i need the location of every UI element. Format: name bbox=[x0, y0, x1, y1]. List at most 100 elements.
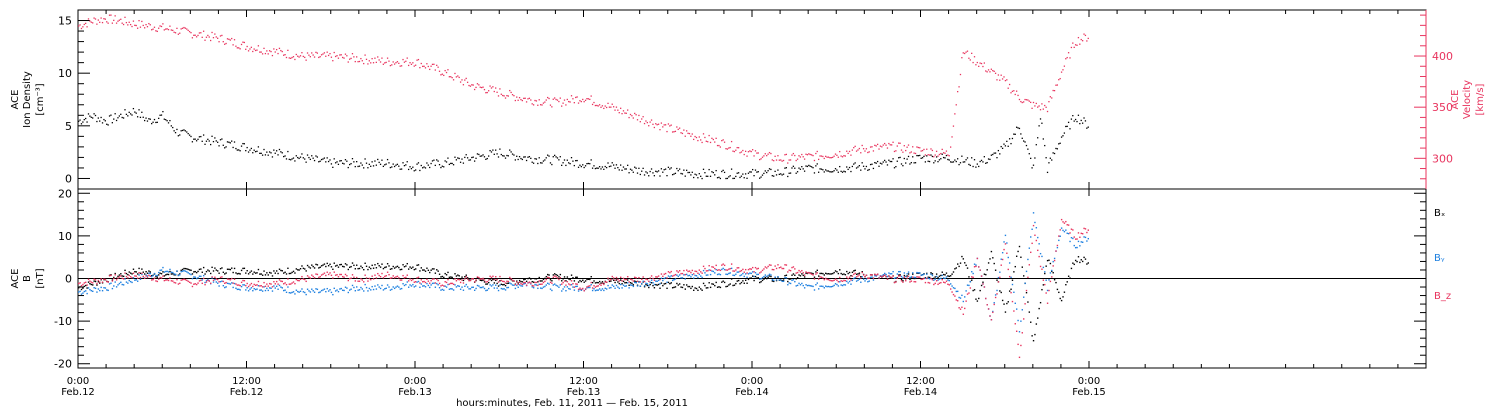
b-component-point bbox=[87, 278, 90, 281]
velocity-point bbox=[485, 92, 487, 94]
velocity-point bbox=[917, 146, 919, 149]
density-point bbox=[437, 160, 439, 162]
b-component-point bbox=[667, 271, 670, 273]
velocity-point bbox=[389, 64, 392, 67]
b-component-point bbox=[1079, 245, 1081, 247]
velocity-point bbox=[1032, 101, 1035, 104]
b-component-point bbox=[103, 278, 105, 280]
b-component-point bbox=[1031, 335, 1033, 337]
b-component-point bbox=[729, 272, 731, 274]
b-component-point bbox=[1056, 244, 1059, 247]
velocity-point bbox=[931, 149, 934, 152]
b-component-point bbox=[1027, 276, 1029, 279]
b-component-point bbox=[903, 272, 906, 274]
velocity-point bbox=[834, 153, 837, 155]
density-point bbox=[499, 148, 501, 150]
velocity-point bbox=[671, 131, 674, 133]
density-point bbox=[1044, 144, 1046, 147]
b-component-point bbox=[427, 269, 430, 272]
velocity-point bbox=[332, 60, 334, 62]
density-point bbox=[468, 159, 470, 161]
density-point bbox=[872, 167, 875, 170]
velocity-point bbox=[412, 62, 414, 64]
b-component-point bbox=[353, 276, 355, 278]
density-point bbox=[969, 164, 971, 167]
velocity-point bbox=[634, 112, 636, 115]
density-point bbox=[580, 165, 582, 168]
b-component-point bbox=[94, 280, 97, 283]
b-component-point bbox=[686, 284, 688, 286]
b-component-point bbox=[948, 284, 950, 286]
density-point bbox=[1014, 133, 1016, 135]
b-component-point bbox=[457, 274, 459, 276]
b-component-point bbox=[252, 289, 254, 292]
velocity-point bbox=[999, 79, 1001, 81]
b-component-point bbox=[454, 278, 456, 280]
velocity-point bbox=[483, 88, 486, 91]
b-component-point bbox=[99, 282, 101, 284]
density-point bbox=[750, 171, 752, 173]
b-component-point bbox=[817, 278, 820, 280]
b-component-point bbox=[1030, 236, 1032, 238]
velocity-point bbox=[492, 86, 494, 88]
b-component-point bbox=[431, 278, 434, 280]
b-component-point bbox=[815, 271, 817, 273]
b-component-point bbox=[1070, 267, 1073, 270]
density-point bbox=[528, 155, 531, 158]
velocity-point bbox=[728, 147, 730, 149]
velocity-point bbox=[580, 100, 582, 103]
b-component-point bbox=[565, 284, 567, 286]
density-point bbox=[250, 147, 253, 150]
b-component-point bbox=[558, 286, 560, 288]
velocity-point bbox=[245, 48, 247, 50]
b-component-point bbox=[878, 277, 880, 279]
b-component-point bbox=[834, 283, 837, 285]
b-component-point bbox=[556, 277, 559, 279]
b-component-point bbox=[229, 268, 232, 271]
density-point bbox=[787, 175, 789, 178]
density-point bbox=[666, 174, 668, 177]
b-component-point bbox=[721, 281, 723, 283]
velocity-point bbox=[1030, 101, 1032, 104]
b-component-point bbox=[420, 283, 423, 285]
b-component-point bbox=[1081, 241, 1084, 243]
b-component-point bbox=[1015, 308, 1018, 310]
velocity-point bbox=[1007, 87, 1009, 89]
density-point bbox=[796, 171, 799, 173]
velocity-point bbox=[476, 83, 479, 85]
b-component-point bbox=[305, 270, 307, 272]
b-component-point bbox=[219, 276, 222, 279]
velocity-point bbox=[468, 84, 470, 87]
b-component-point bbox=[517, 283, 519, 286]
b-component-point bbox=[1083, 236, 1085, 238]
velocity-point bbox=[697, 139, 699, 142]
b-component-point bbox=[141, 268, 143, 270]
velocity-point bbox=[927, 154, 929, 156]
b-component-point bbox=[291, 282, 293, 284]
b-component-point bbox=[687, 275, 689, 277]
b-component-point bbox=[128, 274, 130, 277]
velocity-point bbox=[850, 154, 852, 156]
b-component-point bbox=[545, 278, 547, 281]
density-point bbox=[803, 170, 806, 172]
b-component-point bbox=[165, 270, 167, 273]
density-point bbox=[247, 151, 250, 153]
b-component-point bbox=[97, 288, 100, 290]
b-component-point bbox=[290, 292, 292, 294]
density-point bbox=[110, 114, 112, 116]
density-point bbox=[834, 168, 837, 170]
b-component-point bbox=[561, 290, 563, 292]
b-component-point bbox=[725, 285, 727, 288]
b-component-point bbox=[381, 272, 383, 275]
velocity-point bbox=[514, 99, 516, 102]
b-component-point bbox=[437, 279, 439, 282]
velocity-point bbox=[954, 113, 956, 115]
velocity-point bbox=[135, 24, 137, 27]
velocity-point bbox=[652, 123, 654, 125]
b-component-point bbox=[1045, 292, 1047, 294]
b-component-point bbox=[1000, 291, 1002, 294]
b-component-point bbox=[179, 282, 181, 285]
b-component-point bbox=[148, 274, 150, 277]
top-y-right-label-line: ACE bbox=[1450, 90, 1461, 110]
b-component-point bbox=[743, 282, 745, 284]
